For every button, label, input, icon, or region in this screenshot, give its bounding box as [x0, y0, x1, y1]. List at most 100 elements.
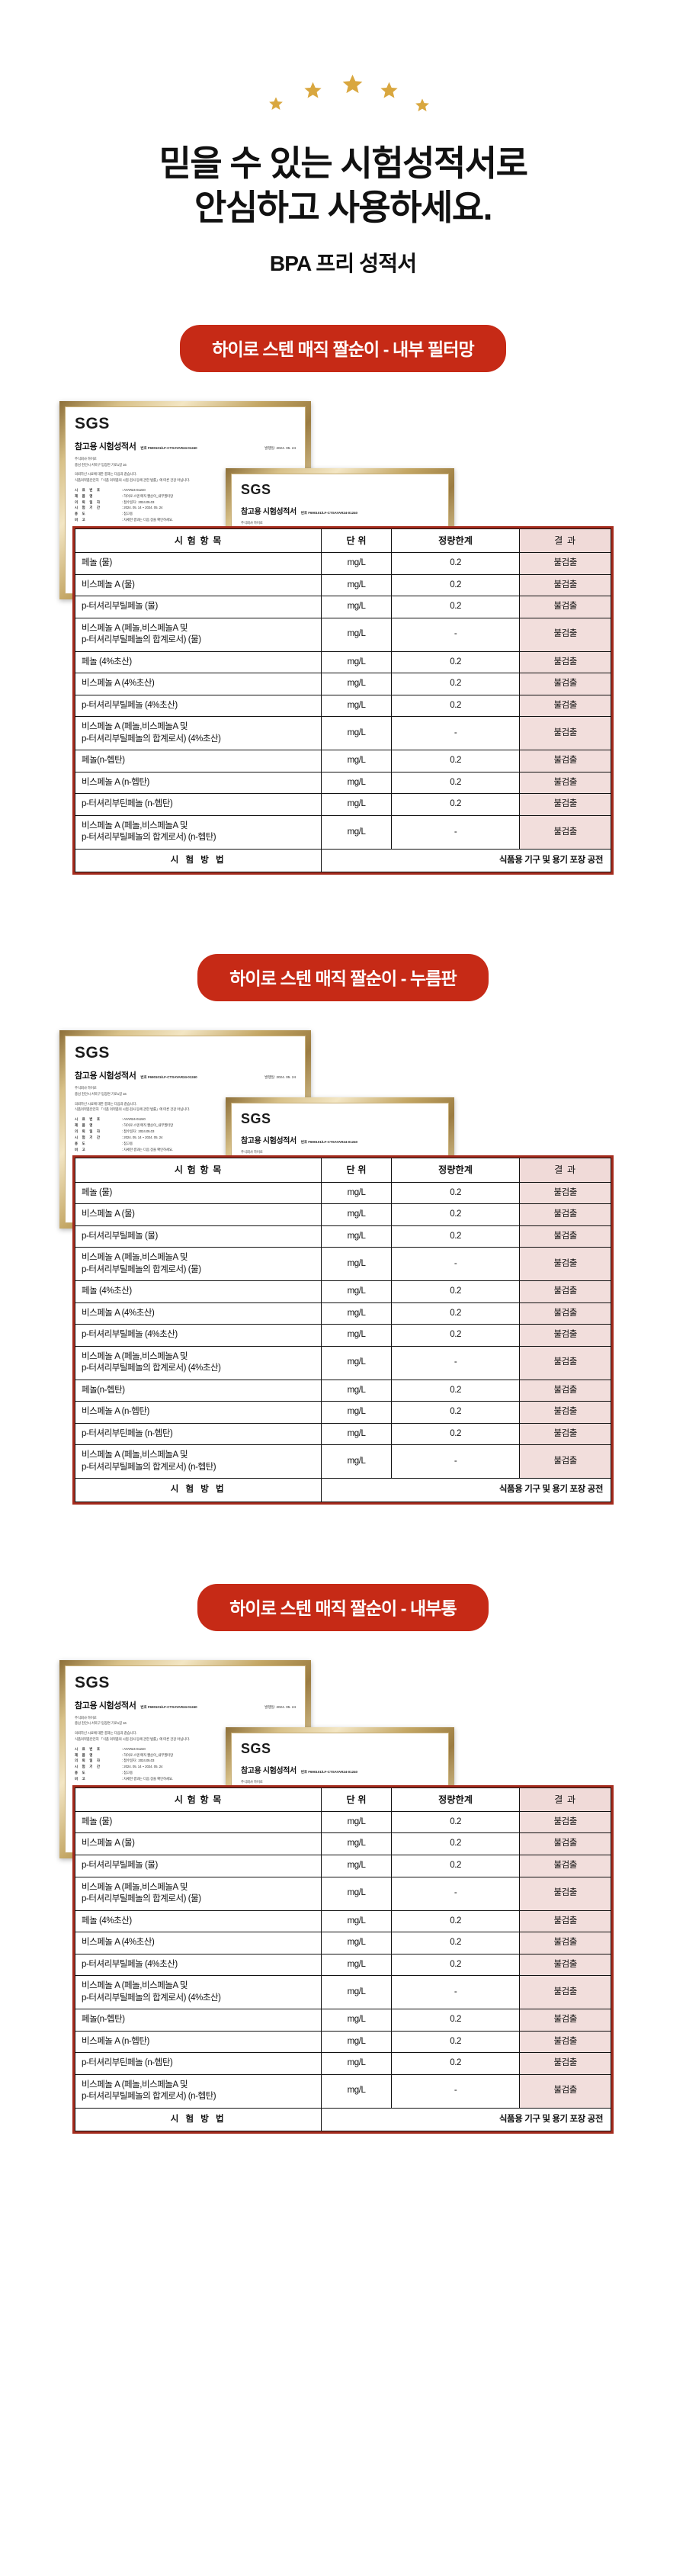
certificate-notice-line: 식품의약품안전처 「식품 의약품의 시험·검사 등에 관한 법률」에 따른 건강…: [75, 478, 191, 483]
certificate-number: 번호 F690101/LF-CTSAYAR24-01240: [140, 445, 197, 450]
footer-value-test-method: 식품용 기구 및 용기 포장 공전: [321, 2107, 611, 2132]
cell-result: 불검출: [519, 1345, 611, 1380]
cell-quantitation-limit: 0.2: [390, 596, 521, 618]
table-row: 비스페놀 A (4%초산) mg/L 0.2 불검출: [74, 1302, 611, 1325]
section-banner-internal-filter-mesh: 하이로 스텐 매직 짤순이 - 내부 필터망: [180, 324, 506, 372]
cell-test-item: 비스페놀 A (n-헵탄): [74, 2030, 322, 2054]
certificate-field-value: : AYAR24-01240: [122, 1117, 146, 1122]
cell-test-item: 비스페놀 A (4%초산): [74, 673, 322, 695]
certificate-field-row: 비 고: 자세한 결과는 다음 장을 확인하세요.: [75, 517, 296, 523]
table-row: p-터셔리부틴페놀 (n-헵탄) mg/L 0.2 불검출: [74, 1422, 611, 1446]
certificate-field-key: 용 도: [75, 512, 87, 516]
cell-test-item: 비스페놀 A (페놀,비스페놀A 및 p-터셔리부틸페놀의 합계로서) (물): [74, 1876, 322, 1911]
certificate-field-key: 의 뢰 일 자: [75, 1129, 102, 1133]
table-row: 비스페놀 A (4%초산) mg/L 0.2 불검출: [74, 1932, 611, 1954]
certificate-field-row: 용 도 : 참고용: [75, 511, 296, 517]
table-row: p-터셔리부틴페놀 (n-헵탄) mg/L 0.2 불검출: [74, 793, 611, 816]
cell-quantitation-limit: 0.2: [390, 1302, 521, 1325]
certificate-field-row: 용 도: 참고용: [75, 1770, 296, 1776]
certificate-issue-date: 발행일: 2024. 05. 24: [264, 445, 296, 450]
cell-quantitation-limit: 0.2: [390, 1379, 521, 1402]
cell-result: 불검출: [519, 1810, 611, 1834]
star-icon: [268, 96, 284, 111]
hero-section: 믿을 수 있는 시험성적서로 안심하고 사용하세요. BPA 프리 성적서: [0, 0, 686, 278]
cell-unit: mg/L: [321, 1203, 392, 1226]
cell-result: 불검출: [519, 2030, 611, 2054]
cell-quantitation-limit: 0.2: [390, 750, 521, 772]
certificate-notice-line: 의뢰하신 시료에 대한 결과는 다음과 같습니다.: [75, 1101, 137, 1106]
cell-unit: mg/L: [321, 716, 392, 751]
cell-unit: mg/L: [321, 1345, 392, 1380]
cell-quantitation-limit: -: [390, 1876, 521, 1911]
product-section-inner-bucket: 하이로 스텐 매직 짤순이 - 내부통 SGS 참고용 시험성적서 번호 F69010…: [0, 1583, 686, 2134]
cell-unit: mg/L: [321, 552, 392, 575]
certificate-field-value: : 하이로 스텐 매직 짤순이_내부필터망: [122, 1123, 174, 1128]
table-row: 페놀 (물) mg/L 0.2 불검출: [74, 1810, 611, 1834]
certificate-title: 참고용 시험성적서: [75, 442, 136, 451]
table-footer-row: 시 험 방 법 식품용 기구 및 용기 포장 공전: [74, 1478, 611, 1502]
cell-quantitation-limit: 0.2: [390, 673, 521, 695]
certificate-address-line: 주식회사 하이로: [75, 456, 97, 461]
cell-quantitation-limit: 0.2: [390, 1832, 521, 1855]
certificate-address-line: 주식회사 하이로: [241, 1150, 263, 1155]
certificate-sections: 하이로 스텐 매직 짤순이 - 내부 필터망 SGS 참고용 시험성적서 번호 F69…: [0, 324, 686, 2134]
cell-unit: mg/L: [321, 1247, 392, 1282]
table-row: 페놀 (물) mg/L 0.2 불검출: [74, 1181, 611, 1205]
table-row: p-터셔리부틸페놀 (물) mg/L 0.2 불검출: [74, 1225, 611, 1248]
cell-quantitation-limit: 0.2: [390, 1280, 521, 1303]
certificate-title: 참고용 시험성적서: [241, 1137, 297, 1146]
certificate-field-key: 시 료 번 호: [75, 1117, 102, 1122]
cell-test-item: p-터셔리부틴페놀 (n-헵탄): [74, 1422, 322, 1446]
certificate-title: 참고용 시험성적서: [75, 1701, 136, 1710]
sgs-logo: SGS: [241, 1740, 271, 1756]
section-banner-wrap: 하이로 스텐 매직 짤순이 - 누름판: [0, 954, 686, 1002]
certificate-title-row: 참고용 시험성적서 번호 F690101/LF-CTSAYAR24-01240 발행…: [75, 1069, 296, 1081]
cell-quantitation-limit: 0.2: [390, 793, 521, 816]
cell-unit: mg/L: [321, 793, 392, 816]
certificate-field-value: : AYAR24-01240: [122, 1746, 146, 1751]
cell-quantitation-limit: 0.2: [390, 1203, 521, 1226]
cell-test-item: p-터셔리부틸페놀 (물): [74, 596, 322, 618]
cell-unit: mg/L: [321, 1422, 392, 1446]
cell-result: 불검출: [519, 1401, 611, 1424]
cell-test-item: 비스페놀 A (물): [74, 1203, 322, 1226]
cell-result: 불검출: [519, 750, 611, 772]
table-row: 비스페놀 A (페놀,비스페놀A 및 p-터셔리부틸페놀의 합계로서) (물) m…: [74, 1876, 611, 1911]
certificate-field-row: 제 품 명: 하이로 스텐 매직 짤순이_내부필터망: [75, 1123, 296, 1129]
cell-test-item: p-터셔리부틸페놀 (4%초산): [74, 1324, 322, 1347]
cell-test-item: p-터셔리부틸페놀 (4%초산): [74, 1953, 322, 1977]
certificate-field-row: 시 료 번 호: AYAR24-01240: [75, 1746, 296, 1752]
header-limit: 정량한계: [390, 1787, 521, 1812]
table-row: 비스페놀 A (페놀,비스페놀A 및 p-터셔리부틸페놀의 합계로서) (물) m…: [74, 617, 611, 652]
cell-test-item: 비스페놀 A (페놀,비스페놀A 및 p-터셔리부틸페놀의 합계로서) (4%초…: [74, 716, 322, 751]
certificate-address-line: 충남 천안시 서북구 입장면 기로1길 16: [75, 462, 127, 467]
cell-result: 불검출: [519, 1444, 611, 1479]
certificate-field-value: : 참고용: [122, 512, 133, 516]
cell-unit: mg/L: [321, 814, 392, 850]
certificate-title-row: 참고용 시험성적서 번호 F690101/LF-CTSAYAR24-01240: [241, 505, 439, 516]
certificate-number: 번호 F690101/LF-CTSAYAR24-01240: [300, 510, 357, 515]
cell-test-item: p-터셔리부틸페놀 (물): [74, 1225, 322, 1248]
cell-test-item: 비스페놀 A (페놀,비스페놀A 및 p-터셔리부틸페놀의 합계로서) (n-헵…: [74, 814, 322, 850]
cell-unit: mg/L: [321, 1280, 392, 1303]
cell-unit: mg/L: [321, 2073, 392, 2109]
certificate-address-line: 주식회사 하이로: [75, 1086, 97, 1090]
table-row: 비스페놀 A (n-헵탄) mg/L 0.2 불검출: [74, 1401, 611, 1424]
cell-test-item: 비스페놀 A (4%초산): [74, 1932, 322, 1954]
certificate-notice-line: 식품의약품안전처 「식품 의약품의 시험·검사 등에 관한 법률」에 따른 건강…: [75, 1736, 191, 1741]
cell-result: 불검출: [519, 650, 611, 674]
cell-quantitation-limit: -: [390, 814, 521, 850]
table-row: 비스페놀 A (페놀,비스페놀A 및 p-터셔리부틸페놀의 합계로서) (4%초…: [74, 1975, 611, 2010]
cell-unit: mg/L: [321, 1302, 392, 1325]
certificate-field-row: 용 도: 참고용: [75, 1141, 296, 1147]
cell-quantitation-limit: 0.2: [390, 1181, 521, 1205]
header-limit: 정량한계: [390, 1158, 521, 1183]
certificate-field-key: 시 험 기 간: [75, 1135, 102, 1139]
cell-test-item: 비스페놀 A (물): [74, 1832, 322, 1855]
certificate-number: 번호 F690101/LF-CTSAYAR24-01240: [140, 1704, 197, 1709]
cell-unit: mg/L: [321, 1810, 392, 1834]
footer-value-test-method: 식품용 기구 및 용기 포장 공전: [321, 1478, 611, 1502]
cell-unit: mg/L: [321, 1324, 392, 1347]
